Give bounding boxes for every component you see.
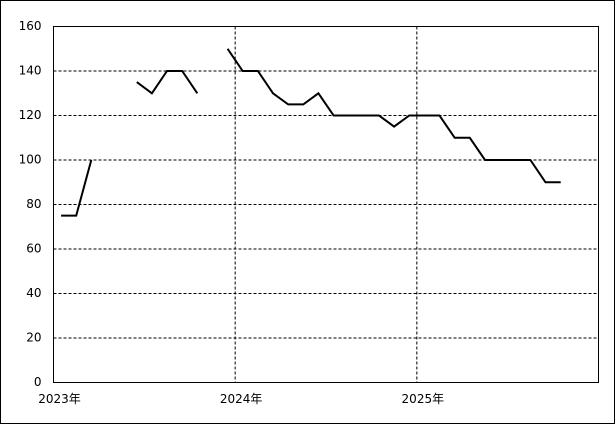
y-tick-label: 0 <box>34 375 42 389</box>
x-tick-label: 2024年 <box>220 392 263 406</box>
y-tick-label: 100 <box>19 153 42 167</box>
y-tick-label: 120 <box>19 108 42 122</box>
data-line <box>61 48 561 217</box>
plot-area <box>53 26 599 383</box>
y-tick-label: 140 <box>19 64 42 78</box>
y-tick-label: 20 <box>26 331 41 345</box>
y-tick-label: 160 <box>19 19 42 33</box>
x-tick-label: 2023年 <box>38 392 81 406</box>
y-tick-label: 60 <box>26 242 41 256</box>
x-tick-label: 2025年 <box>402 392 445 406</box>
y-tick-label: 40 <box>26 286 41 300</box>
y-tick-label: 80 <box>26 197 41 211</box>
